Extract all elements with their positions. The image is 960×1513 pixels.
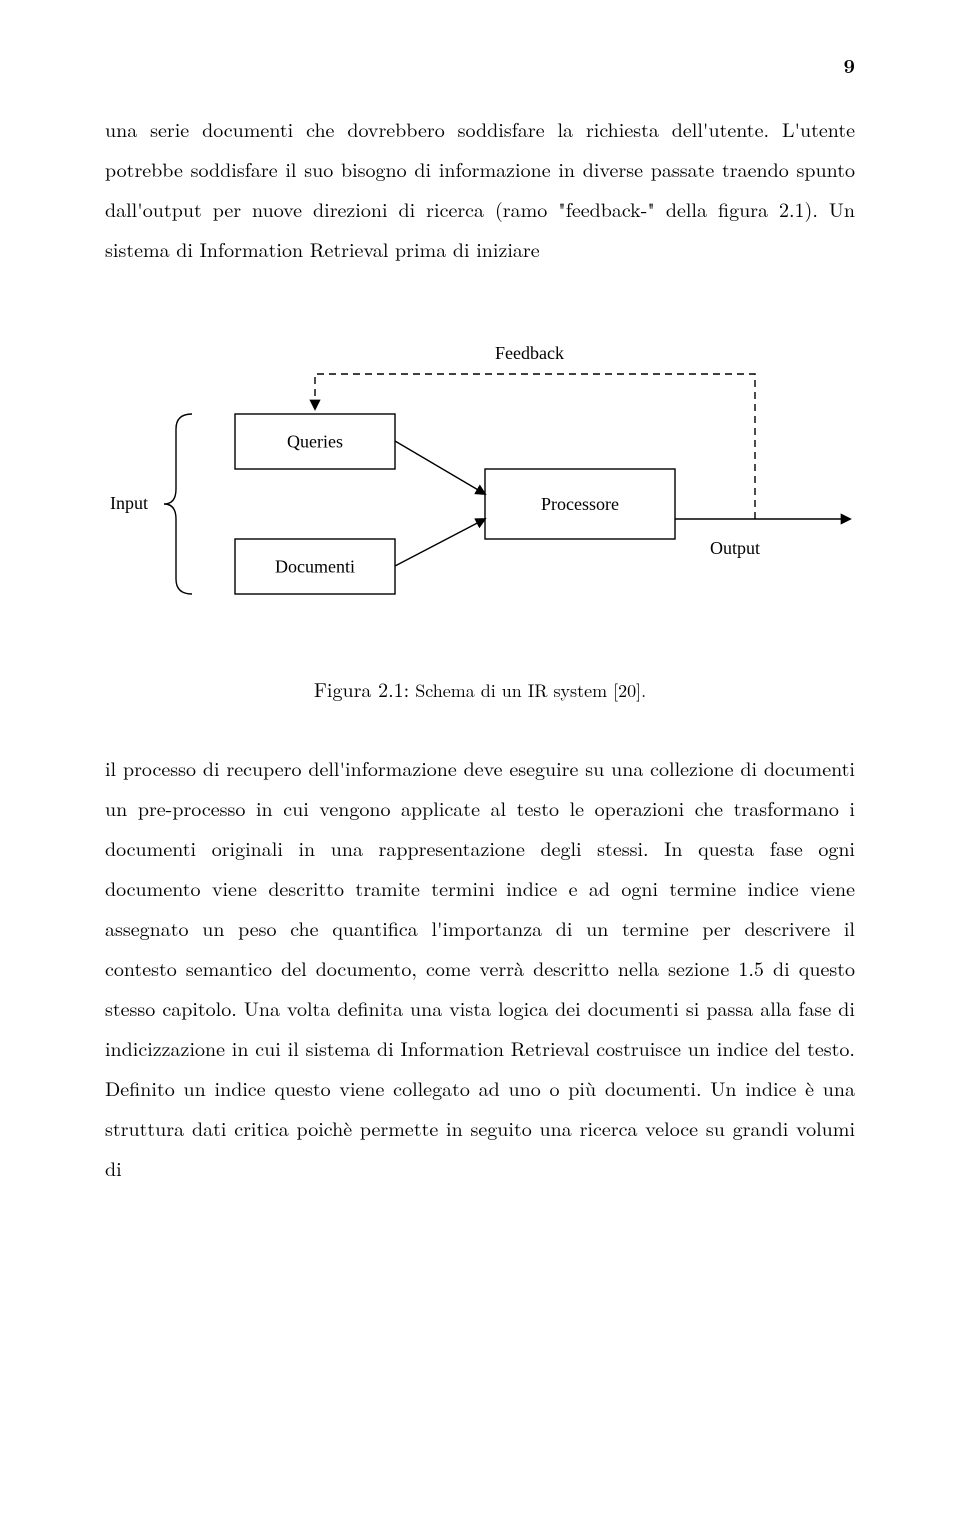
paragraph-1: una serie documenti che dovrebbero soddi… <box>105 109 855 269</box>
input-brace <box>164 414 192 594</box>
arrow-queries-to-processor <box>395 441 485 494</box>
paragraph-2: il processo di recupero dell'informazion… <box>105 748 855 1188</box>
queries-box-label: Queries <box>287 432 343 452</box>
diagram-svg: Input Queries Documenti Processore Output Fee… <box>105 319 855 659</box>
documenti-box-label: Documenti <box>275 557 355 577</box>
page-number: 9 <box>105 50 855 79</box>
ir-system-diagram: Input Queries Documenti Processore Output Fee… <box>105 319 855 659</box>
output-label: Output <box>710 538 760 558</box>
page: 9 una serie documenti che dovrebbero sod… <box>0 0 960 1228</box>
figure-caption-prefix: Figura 2.1: <box>314 674 409 703</box>
input-label: Input <box>110 493 148 513</box>
figure-caption: Figura 2.1: Schema di un IR system [20]. <box>105 674 855 703</box>
processore-box-label: Processore <box>541 494 619 514</box>
feedback-label: Feedback <box>495 343 564 363</box>
arrow-documents-to-processor <box>395 519 485 566</box>
figure: Input Queries Documenti Processore Output Fee… <box>105 319 855 703</box>
figure-caption-text: Schema di un IR system [20]. <box>409 678 646 703</box>
